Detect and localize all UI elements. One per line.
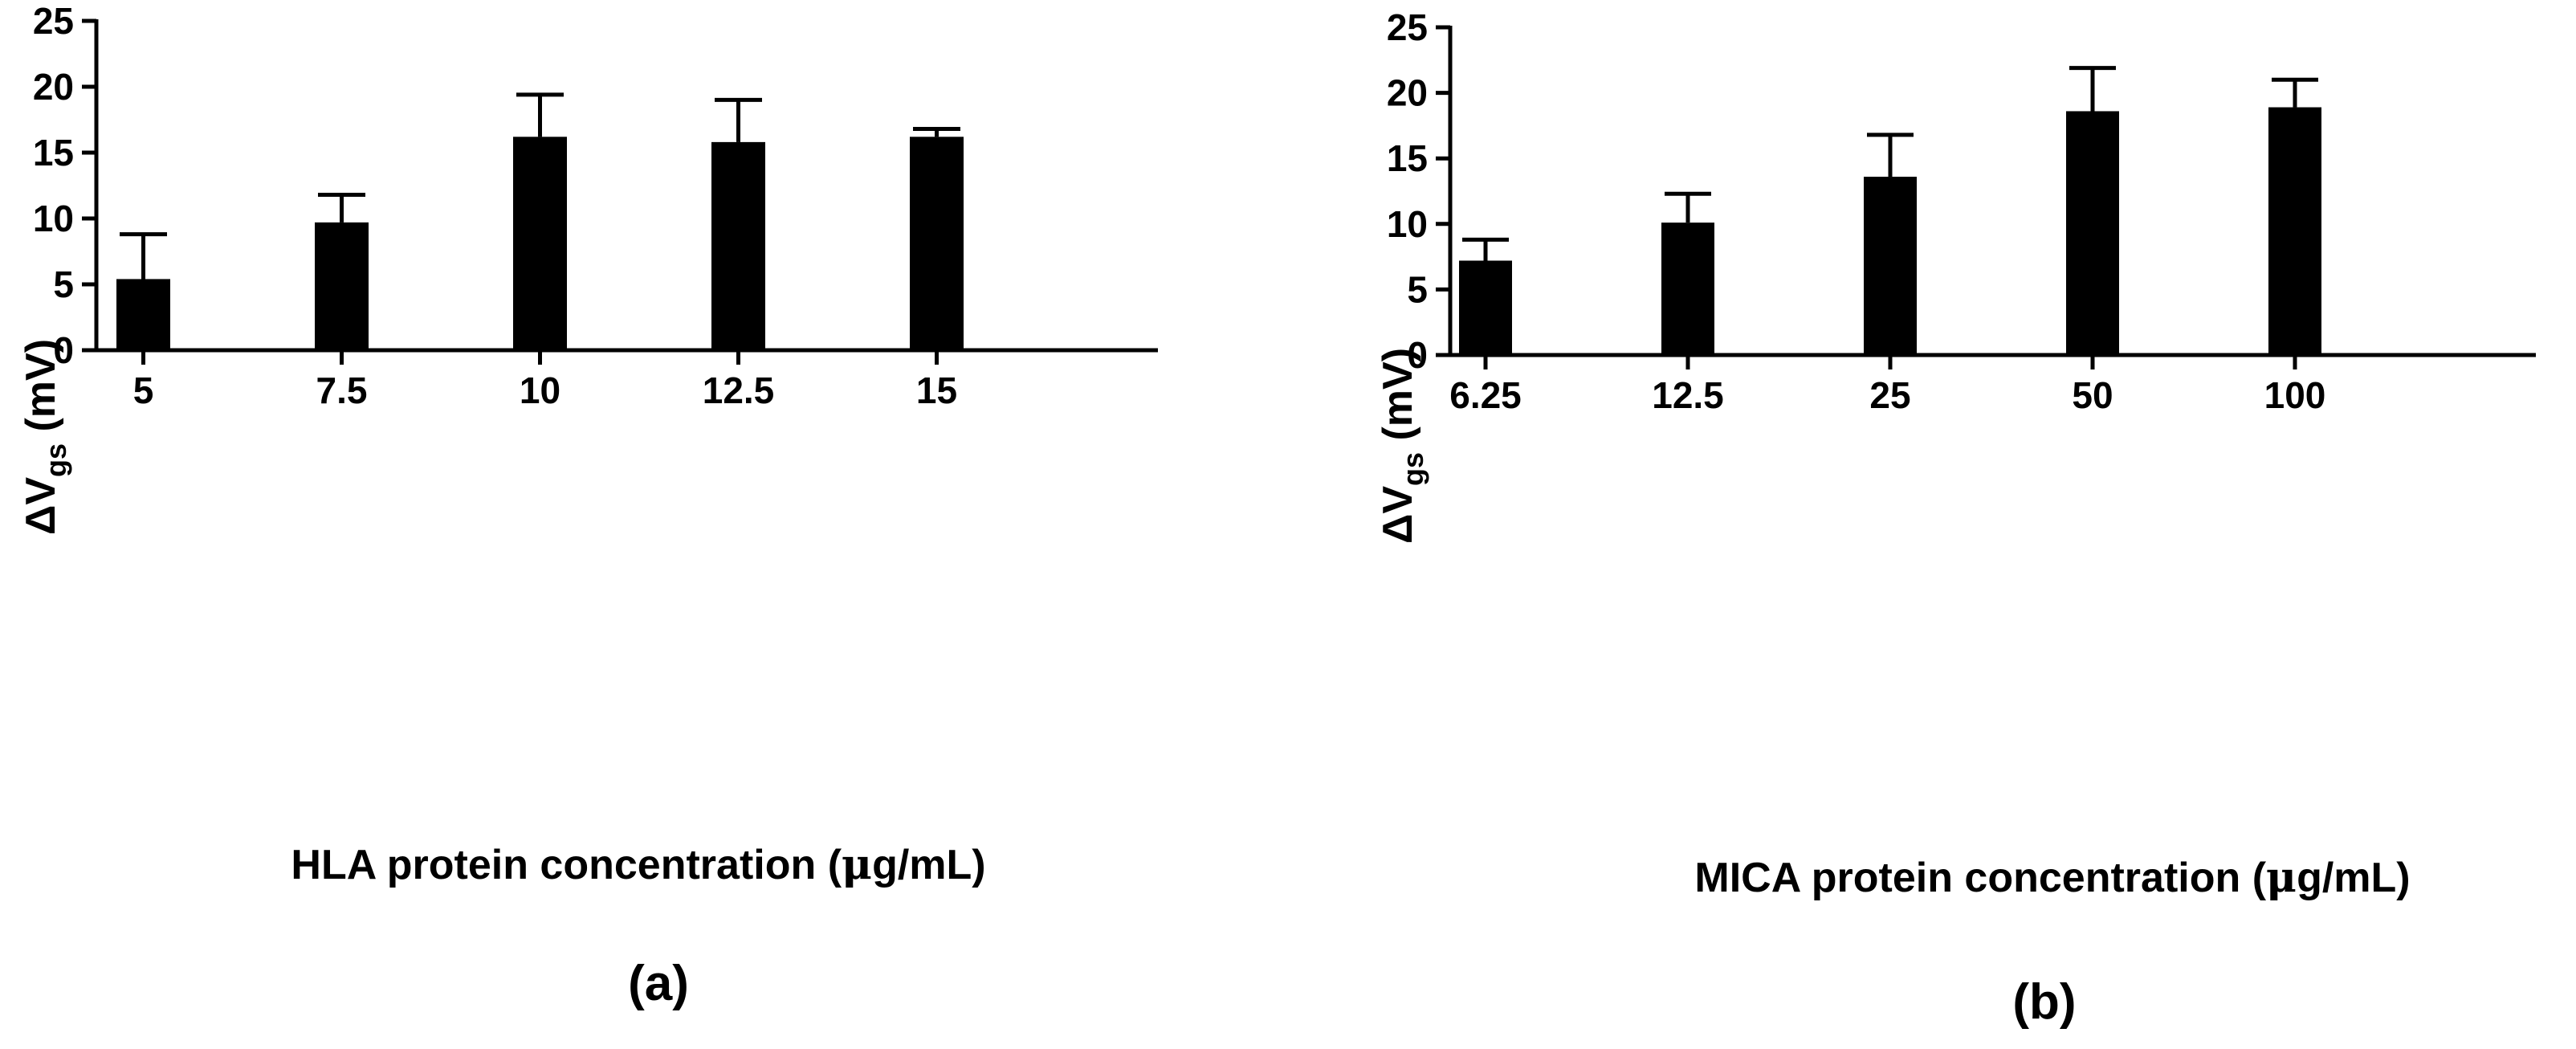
x-axis-title: MICA protein concentration (μg/mL) xyxy=(1694,853,2410,902)
bar xyxy=(2066,111,2119,355)
y-tick-label: 0 xyxy=(1407,334,1428,376)
x-tick-label: 100 xyxy=(2264,374,2326,416)
bar xyxy=(315,222,369,350)
y-axis-title-delta: Δ xyxy=(18,505,64,535)
y-tick-group: 0 5 10 15 20 25 xyxy=(33,0,96,371)
panel-label-a: (a) xyxy=(628,956,689,1011)
error-bar-group xyxy=(1462,66,2318,261)
bar xyxy=(2268,107,2321,355)
bar xyxy=(711,141,765,350)
error-bar xyxy=(1867,133,1914,178)
bar xyxy=(513,137,567,350)
error-bar xyxy=(715,97,762,142)
y-tick-label: 5 xyxy=(1407,268,1428,310)
y-tick-label: 20 xyxy=(1387,72,1428,114)
error-bar xyxy=(318,192,365,222)
y-axis-title-unit: (mV) xyxy=(18,339,64,443)
y-axis-title-main: V xyxy=(1375,486,1421,514)
x-axis-title-text: MICA protein concentration ( xyxy=(1694,855,2266,901)
x-tick-label: 25 xyxy=(1869,374,1910,416)
y-tick-label: 0 xyxy=(53,329,74,371)
y-tick-label: 25 xyxy=(33,0,74,42)
x-axis-title-text: HLA protein concentration ( xyxy=(291,842,842,888)
x-tick-label: 12.5 xyxy=(703,369,775,411)
chart-panel-a: 0 5 10 15 20 25 5 7.5 10 12.5 15 ΔVgs (mV) HLA pr… xyxy=(18,0,1158,1011)
bar xyxy=(1661,222,1714,355)
error-bar xyxy=(1665,191,1711,223)
x-tick-label: 12.5 xyxy=(1652,374,1724,416)
y-tick-label: 10 xyxy=(1387,203,1428,245)
x-axis-title-unit: g/mL) xyxy=(2297,855,2411,901)
bar xyxy=(1459,260,1512,355)
error-bar xyxy=(913,126,960,137)
x-axis-title: HLA protein concentration (μg/mL) xyxy=(291,840,985,889)
bar-group xyxy=(1459,107,2321,355)
bar xyxy=(1864,177,1917,355)
x-tick-label: 7.5 xyxy=(316,369,368,411)
x-axis-title-unit: g/mL) xyxy=(872,842,986,888)
y-tick-label: 15 xyxy=(33,132,74,173)
x-tick-label: 15 xyxy=(916,369,957,411)
error-bar-group xyxy=(120,92,960,280)
x-tick-label: 6.25 xyxy=(1449,374,1522,416)
error-bar xyxy=(1462,237,1509,261)
bar-group xyxy=(116,137,964,350)
bar xyxy=(116,279,170,350)
panel-label-b: (b) xyxy=(2012,974,2076,1030)
y-tick-label: 15 xyxy=(1387,137,1428,179)
x-tick-label: 50 xyxy=(2072,374,2113,416)
x-axis-title-mu: μ xyxy=(2266,853,2297,902)
x-axis-title-mu: μ xyxy=(842,840,872,889)
y-tick-label: 5 xyxy=(53,263,74,305)
y-axis-title-subscript: gs xyxy=(39,443,72,477)
x-tick-group: 6.25 12.5 25 50 100 xyxy=(1449,355,2325,416)
x-tick-label: 5 xyxy=(133,369,154,411)
error-bar xyxy=(2272,77,2318,108)
chart-panel-b: 0 5 10 15 20 25 6.25 12.5 25 50 100 ΔVgs (mV) MIC… xyxy=(1375,6,2536,1030)
y-tick-label: 25 xyxy=(1387,6,1428,48)
bar xyxy=(910,137,964,350)
y-axis-title-delta: Δ xyxy=(1375,514,1421,544)
y-tick-label: 10 xyxy=(33,198,74,239)
y-axis-title-subscript: gs xyxy=(1396,452,1429,486)
y-axis-title-unit: (mV) xyxy=(1375,348,1421,452)
y-tick-group: 0 5 10 15 20 25 xyxy=(1387,6,1450,376)
y-axis-title-main: V xyxy=(18,477,64,505)
y-tick-label: 20 xyxy=(33,66,74,108)
error-bar xyxy=(516,92,564,137)
error-bar xyxy=(120,232,167,280)
x-tick-label: 10 xyxy=(520,369,560,411)
x-tick-group: 5 7.5 10 12.5 15 xyxy=(133,350,957,411)
error-bar xyxy=(2069,66,2116,112)
y-axis-title: ΔVgs (mV) xyxy=(1375,348,1429,544)
y-axis-title: ΔVgs (mV) xyxy=(18,339,72,535)
